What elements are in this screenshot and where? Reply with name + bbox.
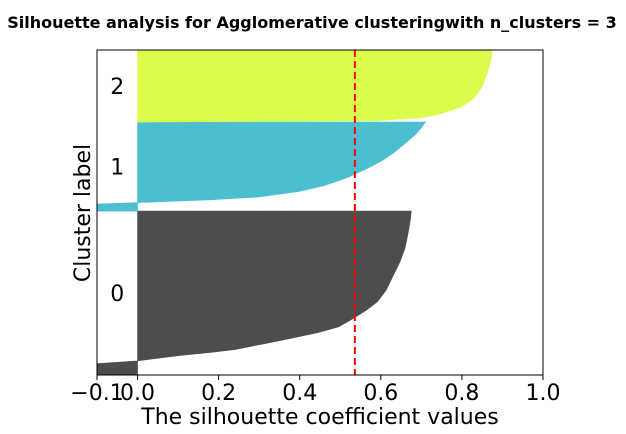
cluster-2-silhouette-area [137,50,493,123]
cluster-1-silhouette-area [97,121,427,212]
x-tick-label: −0.1 [70,381,123,406]
x-tick-label: 0.0 [120,381,155,406]
x-tick-label: 1.0 [526,381,561,406]
y-axis-label: Cluster label [71,144,96,282]
x-tick-label: 0.2 [201,381,236,406]
cluster-labels: 0 1 2 [110,75,124,307]
x-axis-ticks: −0.10.0 0.2 0.4 0.6 0.8 1.0 [70,375,561,406]
cluster-label-2: 2 [110,75,124,100]
cluster-label-1: 1 [110,156,124,181]
plot-area [97,50,493,375]
x-tick-label: 0.8 [444,381,479,406]
x-tick-label: 0.6 [363,381,398,406]
chart-title: Silhouette analysis for Agglomerative cl… [7,13,617,32]
x-axis-label: The silhouette coefficient values [140,405,498,430]
cluster-0-silhouette-area [97,210,412,375]
axes-frame [96,49,544,376]
cluster-label-0: 0 [110,282,124,307]
x-tick-label: 0.4 [282,381,317,406]
